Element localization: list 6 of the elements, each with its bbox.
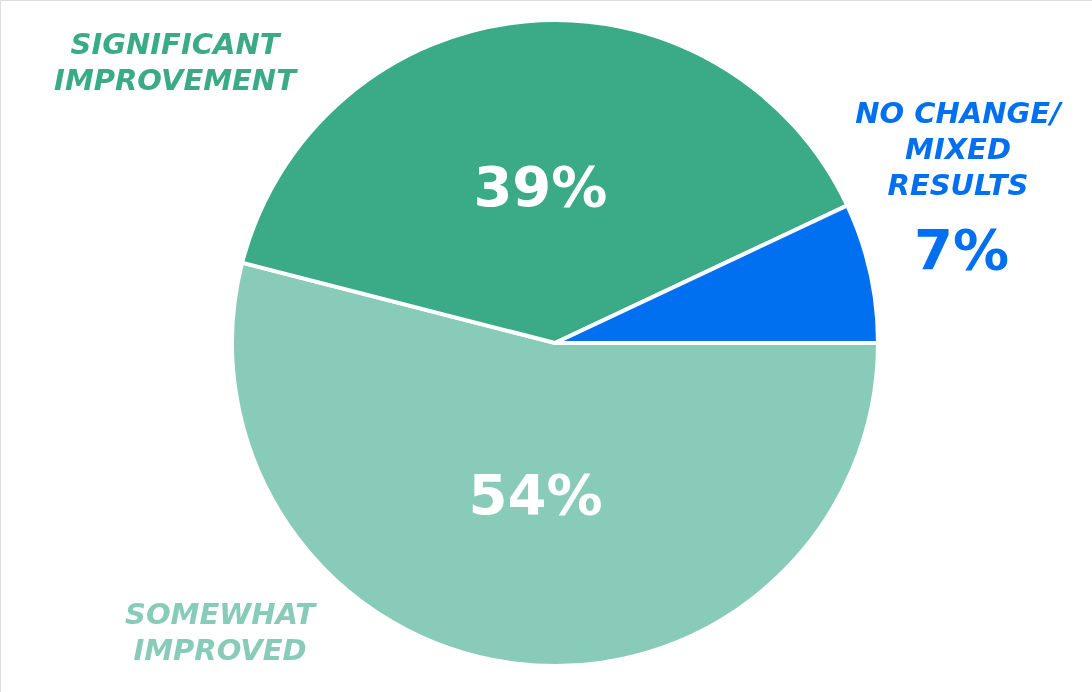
- data-label: 7%: [914, 217, 1010, 283]
- data-label: 39%: [473, 153, 608, 219]
- slice-label: SOMEWHAT IMPROVED: [125, 597, 318, 667]
- slice-label: SIGNIFICANT IMPROVEMENT: [54, 27, 299, 97]
- slice-label: NO CHANGE/ MIXED RESULTS: [855, 96, 1064, 202]
- data-label: 54%: [468, 461, 603, 527]
